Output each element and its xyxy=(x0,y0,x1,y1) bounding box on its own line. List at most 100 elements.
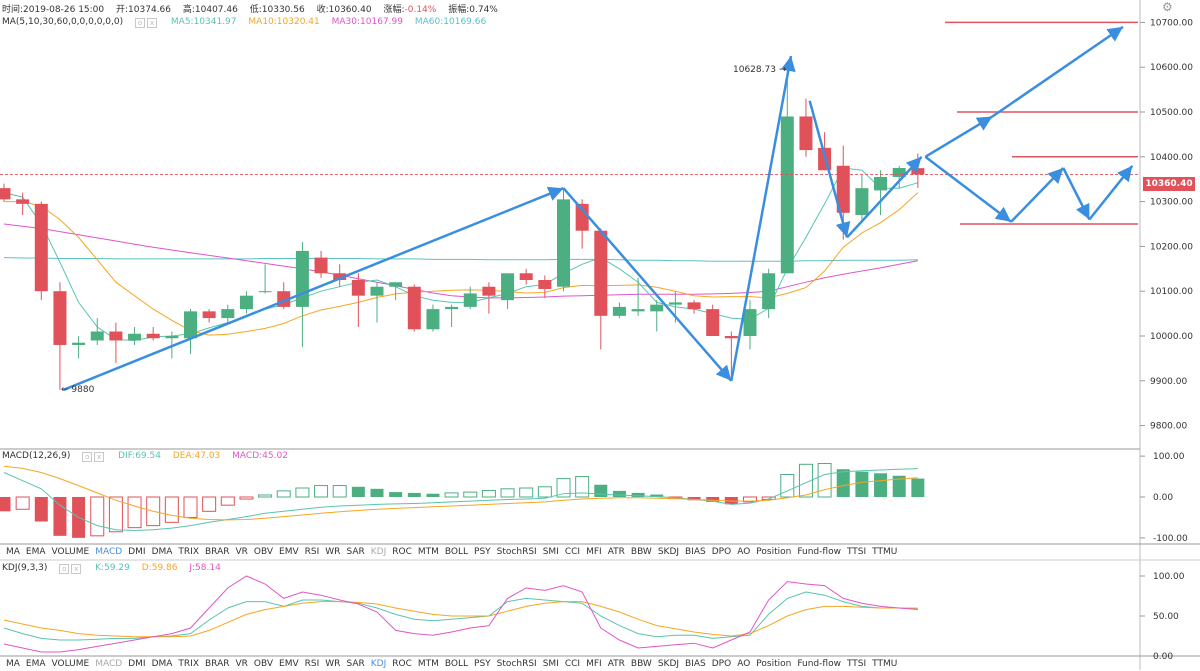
indicator-tab-brar[interactable]: BRAR xyxy=(205,547,230,557)
macd-tick-label: -100.00 xyxy=(1153,534,1188,544)
indicator-tab-dpo[interactable]: DPO xyxy=(711,547,732,557)
low-annotation-value: 9880 xyxy=(71,385,95,395)
kdj-d-line xyxy=(3,601,918,638)
candle-body xyxy=(501,273,515,301)
indicator-tab-ma[interactable]: MA xyxy=(6,659,20,669)
indicator-tab-obv[interactable]: OBV xyxy=(253,547,274,557)
indicator-tab-rsi[interactable]: RSI xyxy=(304,547,320,557)
indicator-tab-emv[interactable]: EMV xyxy=(279,659,299,669)
indicator-tab-psy[interactable]: PSY xyxy=(474,659,491,669)
indicator-tab-stochrsi[interactable]: StochRSI xyxy=(496,659,537,669)
indicator-tab-stochrsi[interactable]: StochRSI xyxy=(496,547,537,557)
ma60-line xyxy=(3,257,918,262)
macd-bar xyxy=(687,497,701,501)
indicator-tab-roc[interactable]: ROC xyxy=(392,659,412,669)
macd-bar xyxy=(295,487,310,498)
indicator-tab-kdj[interactable]: KDJ xyxy=(370,547,387,557)
price-tick-label: 9800.00 xyxy=(1150,422,1187,432)
indicator-tab-ttsi[interactable]: TTSI xyxy=(846,659,867,669)
indicator-tab-volume[interactable]: VOLUME xyxy=(51,547,90,557)
indicator-tab-ema[interactable]: EMA xyxy=(25,547,46,557)
indicator-tab-dma[interactable]: DMA xyxy=(151,547,173,557)
indicator-tab-mtm[interactable]: MTM xyxy=(417,547,439,557)
price-tick-label: 10000.00 xyxy=(1150,332,1193,342)
candle-body xyxy=(72,342,86,345)
candle-body xyxy=(389,282,403,287)
candle-body xyxy=(538,280,552,289)
indicator-tab-sar[interactable]: SAR xyxy=(346,659,365,669)
indicator-tab-bias[interactable]: BIAS xyxy=(685,547,706,557)
indicator-tab-sar[interactable]: SAR xyxy=(346,547,365,557)
indicator-tab-obv[interactable]: OBV xyxy=(253,659,274,669)
indicator-tab-rsi[interactable]: RSI xyxy=(304,659,320,669)
macd-bar xyxy=(220,496,235,506)
indicator-tab-roc[interactable]: ROC xyxy=(392,547,412,557)
macd-bar xyxy=(183,496,198,518)
indicator-tab-emv[interactable]: EMV xyxy=(279,547,299,557)
indicator-tab-ma[interactable]: MA xyxy=(6,547,20,557)
indicator-tab-kdj[interactable]: KDJ xyxy=(370,659,387,669)
indicator-tab-vr[interactable]: VR xyxy=(235,659,248,669)
indicator-tab-dma[interactable]: DMA xyxy=(151,659,173,669)
indicator-tab-ttsi[interactable]: TTSI xyxy=(846,547,867,557)
indicator-tab-boll[interactable]: BOLL xyxy=(444,659,469,669)
indicator-tab-cci[interactable]: CCI xyxy=(564,547,581,557)
indicator-tab-ao[interactable]: AO xyxy=(737,659,751,669)
macd-bar xyxy=(15,496,30,510)
indicator-tab-boll[interactable]: BOLL xyxy=(444,547,469,557)
indicator-tab-atr[interactable]: ATR xyxy=(607,547,625,557)
indicator-tab-trix[interactable]: TRIX xyxy=(178,659,199,669)
indicator-tab-bbw[interactable]: BBW xyxy=(630,547,652,557)
indicator-tab-mfi[interactable]: MFI xyxy=(586,547,602,557)
indicator-tab-dpo[interactable]: DPO xyxy=(711,659,732,669)
forecast-arrow xyxy=(924,115,994,158)
indicator-tab-ema[interactable]: EMA xyxy=(25,659,46,669)
indicator-tab-macd[interactable]: MACD xyxy=(95,547,123,557)
indicator-tab-dmi[interactable]: DMI xyxy=(128,547,146,557)
indicator-tab-psy[interactable]: PSY xyxy=(474,547,491,557)
indicator-tab-brar[interactable]: BRAR xyxy=(205,659,230,669)
forecast-arrow xyxy=(1088,165,1134,221)
settings-icon[interactable]: o xyxy=(59,564,70,574)
indicator-tabs-row-1: MA EMA VOLUME MACD DMI DMA TRIX BRAR VR OBV EMV RSI… xyxy=(0,545,1140,559)
price-tick-label: 9900.00 xyxy=(1150,377,1187,387)
indicator-tab-trix[interactable]: TRIX xyxy=(178,547,199,557)
close-icon[interactable]: x xyxy=(94,452,105,462)
indicator-tab-wr[interactable]: WR xyxy=(325,547,341,557)
indicator-tab-bbw[interactable]: BBW xyxy=(630,659,652,669)
indicator-tab-wr[interactable]: WR xyxy=(325,659,341,669)
indicator-tab-macd[interactable]: MACD xyxy=(95,659,123,669)
indicator-tab-position[interactable]: Position xyxy=(756,659,792,669)
indicator-tab-skdj[interactable]: SKDJ xyxy=(657,547,680,557)
indicator-tab-cci[interactable]: CCI xyxy=(564,659,581,669)
indicator-tab-fund-flow[interactable]: Fund-flow xyxy=(797,659,841,669)
indicator-tab-ao[interactable]: AO xyxy=(737,547,751,557)
indicator-tab-skdj[interactable]: SKDJ xyxy=(657,659,680,669)
macd-bar xyxy=(389,492,403,497)
indicator-tab-position[interactable]: Position xyxy=(756,547,792,557)
indicator-tab-smi[interactable]: SMI xyxy=(542,547,559,557)
indicator-tab-ttmu[interactable]: TTMU xyxy=(872,659,898,669)
indicator-tab-smi[interactable]: SMI xyxy=(542,659,559,669)
candle-body xyxy=(295,250,309,307)
indicator-tab-mfi[interactable]: MFI xyxy=(586,659,602,669)
indicator-tab-mtm[interactable]: MTM xyxy=(417,659,439,669)
candle-body xyxy=(128,333,142,341)
close-icon[interactable]: x xyxy=(71,564,82,574)
close-icon[interactable]: x xyxy=(147,18,158,28)
indicator-tab-fund-flow[interactable]: Fund-flow xyxy=(797,547,841,557)
indicator-tab-vr[interactable]: VR xyxy=(235,547,248,557)
indicator-tab-bias[interactable]: BIAS xyxy=(685,659,706,669)
d-value: D:59.86 xyxy=(141,563,178,573)
indicator-tab-dmi[interactable]: DMI xyxy=(128,659,146,669)
settings-icon[interactable]: o xyxy=(135,18,146,28)
indicator-tab-atr[interactable]: ATR xyxy=(607,659,625,669)
indicator-tab-ttmu[interactable]: TTMU xyxy=(872,547,898,557)
price-tick-label: 10200.00 xyxy=(1150,242,1193,252)
gear-icon[interactable]: ⚙ xyxy=(1162,0,1173,14)
indicator-tab-volume[interactable]: VOLUME xyxy=(51,659,90,669)
settings-icon[interactable]: o xyxy=(82,452,93,462)
